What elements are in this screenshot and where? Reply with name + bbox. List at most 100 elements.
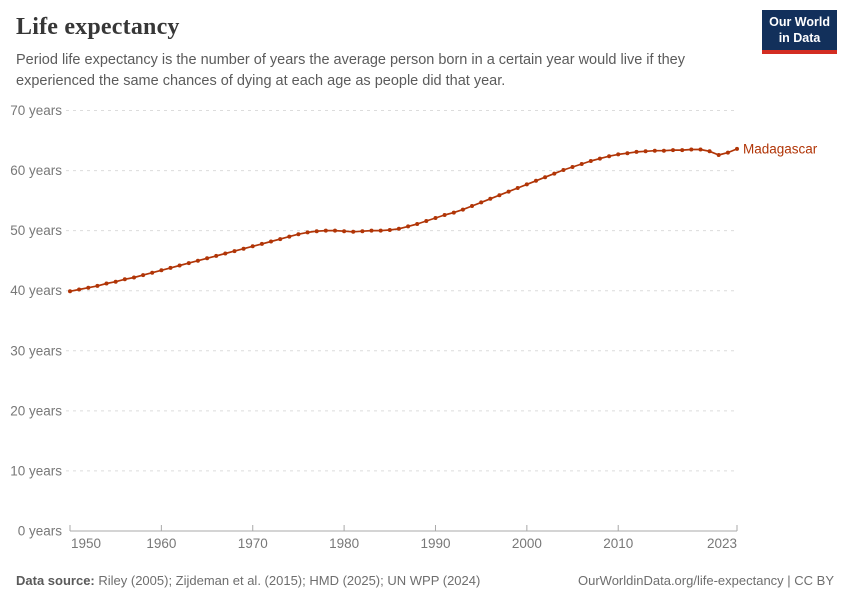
data-point-marker[interactable]	[588, 159, 593, 163]
data-point-marker[interactable]	[698, 147, 703, 152]
data-point-marker[interactable]	[579, 162, 584, 166]
chart-footer: Data source: Riley (2005); Zijdeman et a…	[16, 573, 834, 588]
line-chart[interactable]: 0 years 10 years 20 years 30 years 40 years 5…	[0, 95, 850, 555]
data-point-marker[interactable]	[415, 222, 420, 226]
data-point-marker[interactable]	[214, 253, 219, 258]
data-point-marker[interactable]	[314, 229, 319, 234]
data-point-marker[interactable]	[515, 186, 520, 190]
data-point-marker[interactable]	[205, 256, 210, 261]
data-point-marker[interactable]	[141, 273, 146, 278]
data-point-marker[interactable]	[396, 226, 401, 231]
data-point-marker[interactable]	[223, 251, 228, 256]
data-point-marker[interactable]	[333, 228, 337, 233]
x-axis-tick-label: 2010	[603, 536, 633, 551]
y-axis-tick-label: 20 years	[10, 403, 62, 418]
data-point-marker[interactable]	[95, 283, 100, 288]
data-point-marker[interactable]	[725, 150, 730, 155]
data-point-marker[interactable]	[488, 196, 493, 201]
data-point-marker[interactable]	[652, 148, 657, 153]
x-axis-tick-label: 1960	[146, 536, 176, 551]
data-point-marker[interactable]	[451, 210, 456, 215]
data-point-marker[interactable]	[269, 239, 273, 244]
owid-logo-line1: Our World	[769, 15, 830, 29]
data-point-marker[interactable]	[296, 232, 301, 237]
data-point-marker[interactable]	[122, 277, 127, 282]
data-point-marker[interactable]	[479, 200, 484, 205]
data-point-marker[interactable]	[278, 237, 283, 242]
data-point-marker[interactable]	[460, 207, 465, 212]
y-axis-tick-label: 70 years	[10, 103, 62, 118]
data-point-marker[interactable]	[616, 152, 621, 157]
data-point-marker[interactable]	[716, 153, 721, 157]
data-point-marker[interactable]	[378, 228, 383, 233]
data-point-marker[interactable]	[287, 234, 292, 239]
data-point-marker[interactable]	[680, 148, 685, 153]
chart-subtitle: Period life expectancy is the number of …	[16, 52, 685, 89]
data-point-marker[interactable]	[86, 285, 91, 290]
data-point-marker[interactable]	[186, 261, 191, 266]
data-point-marker[interactable]	[634, 149, 639, 154]
data-point-marker[interactable]	[250, 244, 255, 249]
data-point-marker[interactable]	[195, 258, 200, 263]
data-point-marker[interactable]	[406, 224, 411, 229]
data-point-marker[interactable]	[387, 228, 392, 232]
data-point-marker[interactable]	[643, 149, 648, 154]
data-point-marker[interactable]	[735, 146, 739, 151]
data-point-marker[interactable]	[524, 182, 529, 187]
y-axis-tick-label: 10 years	[10, 463, 62, 478]
owid-logo[interactable]: Our World in Data	[762, 10, 837, 55]
data-point-marker[interactable]	[424, 219, 429, 223]
chart-area[interactable]: 0 years 10 years 20 years 30 years 40 years 5…	[0, 95, 850, 555]
data-point-marker[interactable]	[68, 289, 72, 294]
data-point-marker[interactable]	[132, 275, 136, 280]
data-point-marker[interactable]	[671, 148, 675, 153]
data-point-marker[interactable]	[360, 229, 365, 234]
data-point-marker[interactable]	[241, 246, 246, 251]
data-point-marker[interactable]	[259, 241, 264, 246]
x-axis-tick-label: 1950	[71, 536, 101, 551]
data-point-marker[interactable]	[570, 165, 575, 169]
data-source-text: Data source: Riley (2005); Zijdeman et a…	[16, 573, 480, 588]
page-title: Life expectancy	[16, 14, 180, 40]
data-point-marker[interactable]	[351, 229, 356, 234]
data-point-marker[interactable]	[323, 228, 328, 233]
data-point-marker[interactable]	[433, 216, 438, 220]
footer-link[interactable]: OurWorldinData.org/life-expectancy | CC …	[577, 573, 834, 588]
data-point-marker[interactable]	[168, 265, 173, 270]
data-point-marker[interactable]	[597, 156, 602, 161]
data-point-marker[interactable]	[104, 281, 109, 286]
data-point-marker[interactable]	[150, 270, 155, 275]
data-point-marker[interactable]	[159, 268, 164, 273]
data-point-marker[interactable]	[497, 193, 502, 198]
y-axis-tick-label: 40 years	[10, 283, 62, 298]
data-point-marker[interactable]	[442, 213, 447, 217]
data-point-marker[interactable]	[232, 249, 237, 254]
data-point-marker[interactable]	[625, 151, 630, 156]
data-point-marker[interactable]	[661, 148, 666, 153]
x-axis-tick-label: 2023	[707, 536, 737, 551]
y-axis-tick-label: 60 years	[10, 163, 62, 178]
x-axis-tick-label: 1990	[420, 536, 450, 551]
data-point-marker[interactable]	[607, 154, 612, 159]
data-point-marker[interactable]	[113, 279, 118, 284]
x-axis-tick-label: 1980	[329, 536, 359, 551]
data-point-marker[interactable]	[506, 189, 511, 194]
x-axis-tick-label: 1970	[238, 536, 268, 551]
data-point-marker[interactable]	[689, 147, 694, 152]
data-source-list: Riley (2005); Zijdeman et al. (2015); HM…	[94, 573, 481, 588]
data-point-marker[interactable]	[342, 229, 347, 234]
data-point-marker[interactable]	[470, 204, 474, 208]
series-label-madagascar[interactable]: Madagascar	[743, 141, 818, 156]
data-point-marker[interactable]	[534, 178, 538, 183]
chart-header: Life expectancy Period life expectancy i…	[16, 14, 834, 91]
data-point-marker[interactable]	[543, 175, 548, 180]
data-point-marker[interactable]	[552, 171, 557, 176]
owid-logo-line2: in Data	[778, 30, 821, 45]
data-point-marker[interactable]	[707, 149, 712, 154]
data-point-marker[interactable]	[561, 168, 566, 172]
data-point-marker[interactable]	[77, 287, 82, 292]
data-point-marker[interactable]	[369, 228, 374, 233]
data-point-marker[interactable]	[305, 230, 310, 235]
data-point-marker[interactable]	[177, 263, 182, 268]
